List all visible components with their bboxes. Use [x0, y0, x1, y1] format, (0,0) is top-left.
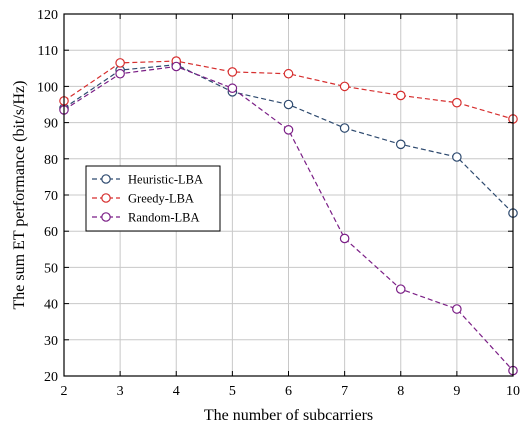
- y-tick-label: 60: [44, 225, 58, 240]
- y-tick-label: 40: [44, 298, 58, 313]
- data-point-random-lba: [283, 125, 294, 135]
- y-tick-label: 110: [38, 44, 58, 59]
- y-tick-label: 30: [44, 334, 58, 349]
- data-point-random-lba: [395, 284, 406, 294]
- data-point-heuristic-lba: [452, 152, 462, 162]
- data-point-random-lba: [339, 233, 350, 244]
- y-axis-label: The sum ET performance (bit/s/Hz): [11, 81, 28, 310]
- legend: Heuristic-LBA Greedy-LBA Random-LBA: [85, 165, 221, 232]
- legend-marker-heuristic-lba: [101, 174, 111, 184]
- legend-marker-greedy-lba: [101, 193, 111, 203]
- legend-label-heuristic-lba: Heuristic-LBA: [128, 173, 203, 187]
- x-tick-label: 9: [453, 384, 460, 399]
- data-point-heuristic-lba: [395, 139, 406, 150]
- y-tick-label: 100: [37, 80, 58, 95]
- x-tick-label: 7: [341, 384, 348, 399]
- x-tick-label: 8: [397, 384, 404, 399]
- y-tick-label: 50: [44, 261, 58, 276]
- data-point-greedy-lba: [115, 58, 125, 68]
- y-tick-label: 20: [44, 370, 58, 385]
- data-point-greedy-lba: [283, 68, 294, 79]
- data-point-random-lba: [227, 83, 238, 94]
- x-tick-label: 2: [61, 384, 68, 399]
- data-point-random-lba: [115, 68, 125, 79]
- data-point-heuristic-lba: [339, 123, 350, 133]
- axis-ticks: [63, 13, 514, 377]
- y-tick-labels: 20 30 40 50 60 70 80 90 100 110 120: [37, 8, 58, 385]
- legend-marker-random-lba: [101, 212, 111, 222]
- legend-label-random-lba: Random-LBA: [128, 211, 200, 225]
- x-tick-labels: 2 3 4 5 6 7 8 9 10: [61, 384, 521, 399]
- data-point-random-lba: [171, 61, 182, 72]
- y-tick-label: 120: [37, 8, 58, 23]
- legend-label-greedy-lba: Greedy-LBA: [128, 192, 194, 206]
- data-point-random-lba: [452, 304, 462, 314]
- x-axis-label: The number of subcarriers: [204, 407, 373, 424]
- data-point-greedy-lba: [227, 67, 238, 77]
- y-tick-label: 90: [44, 117, 58, 132]
- y-tick-label: 80: [44, 153, 58, 168]
- series-line-random-lba: [63, 65, 514, 371]
- x-tick-label: 5: [229, 384, 236, 399]
- data-point-greedy-lba: [452, 97, 462, 108]
- x-tick-label: 3: [117, 384, 124, 399]
- data-point-greedy-lba: [395, 90, 406, 101]
- x-tick-label: 4: [173, 384, 180, 399]
- x-tick-label: 10: [506, 384, 520, 399]
- data-point-heuristic-lba: [283, 99, 294, 110]
- x-tick-label: 6: [285, 384, 292, 399]
- data-point-greedy-lba: [339, 81, 350, 92]
- grid-lines: [63, 13, 514, 377]
- y-tick-label: 70: [44, 189, 58, 204]
